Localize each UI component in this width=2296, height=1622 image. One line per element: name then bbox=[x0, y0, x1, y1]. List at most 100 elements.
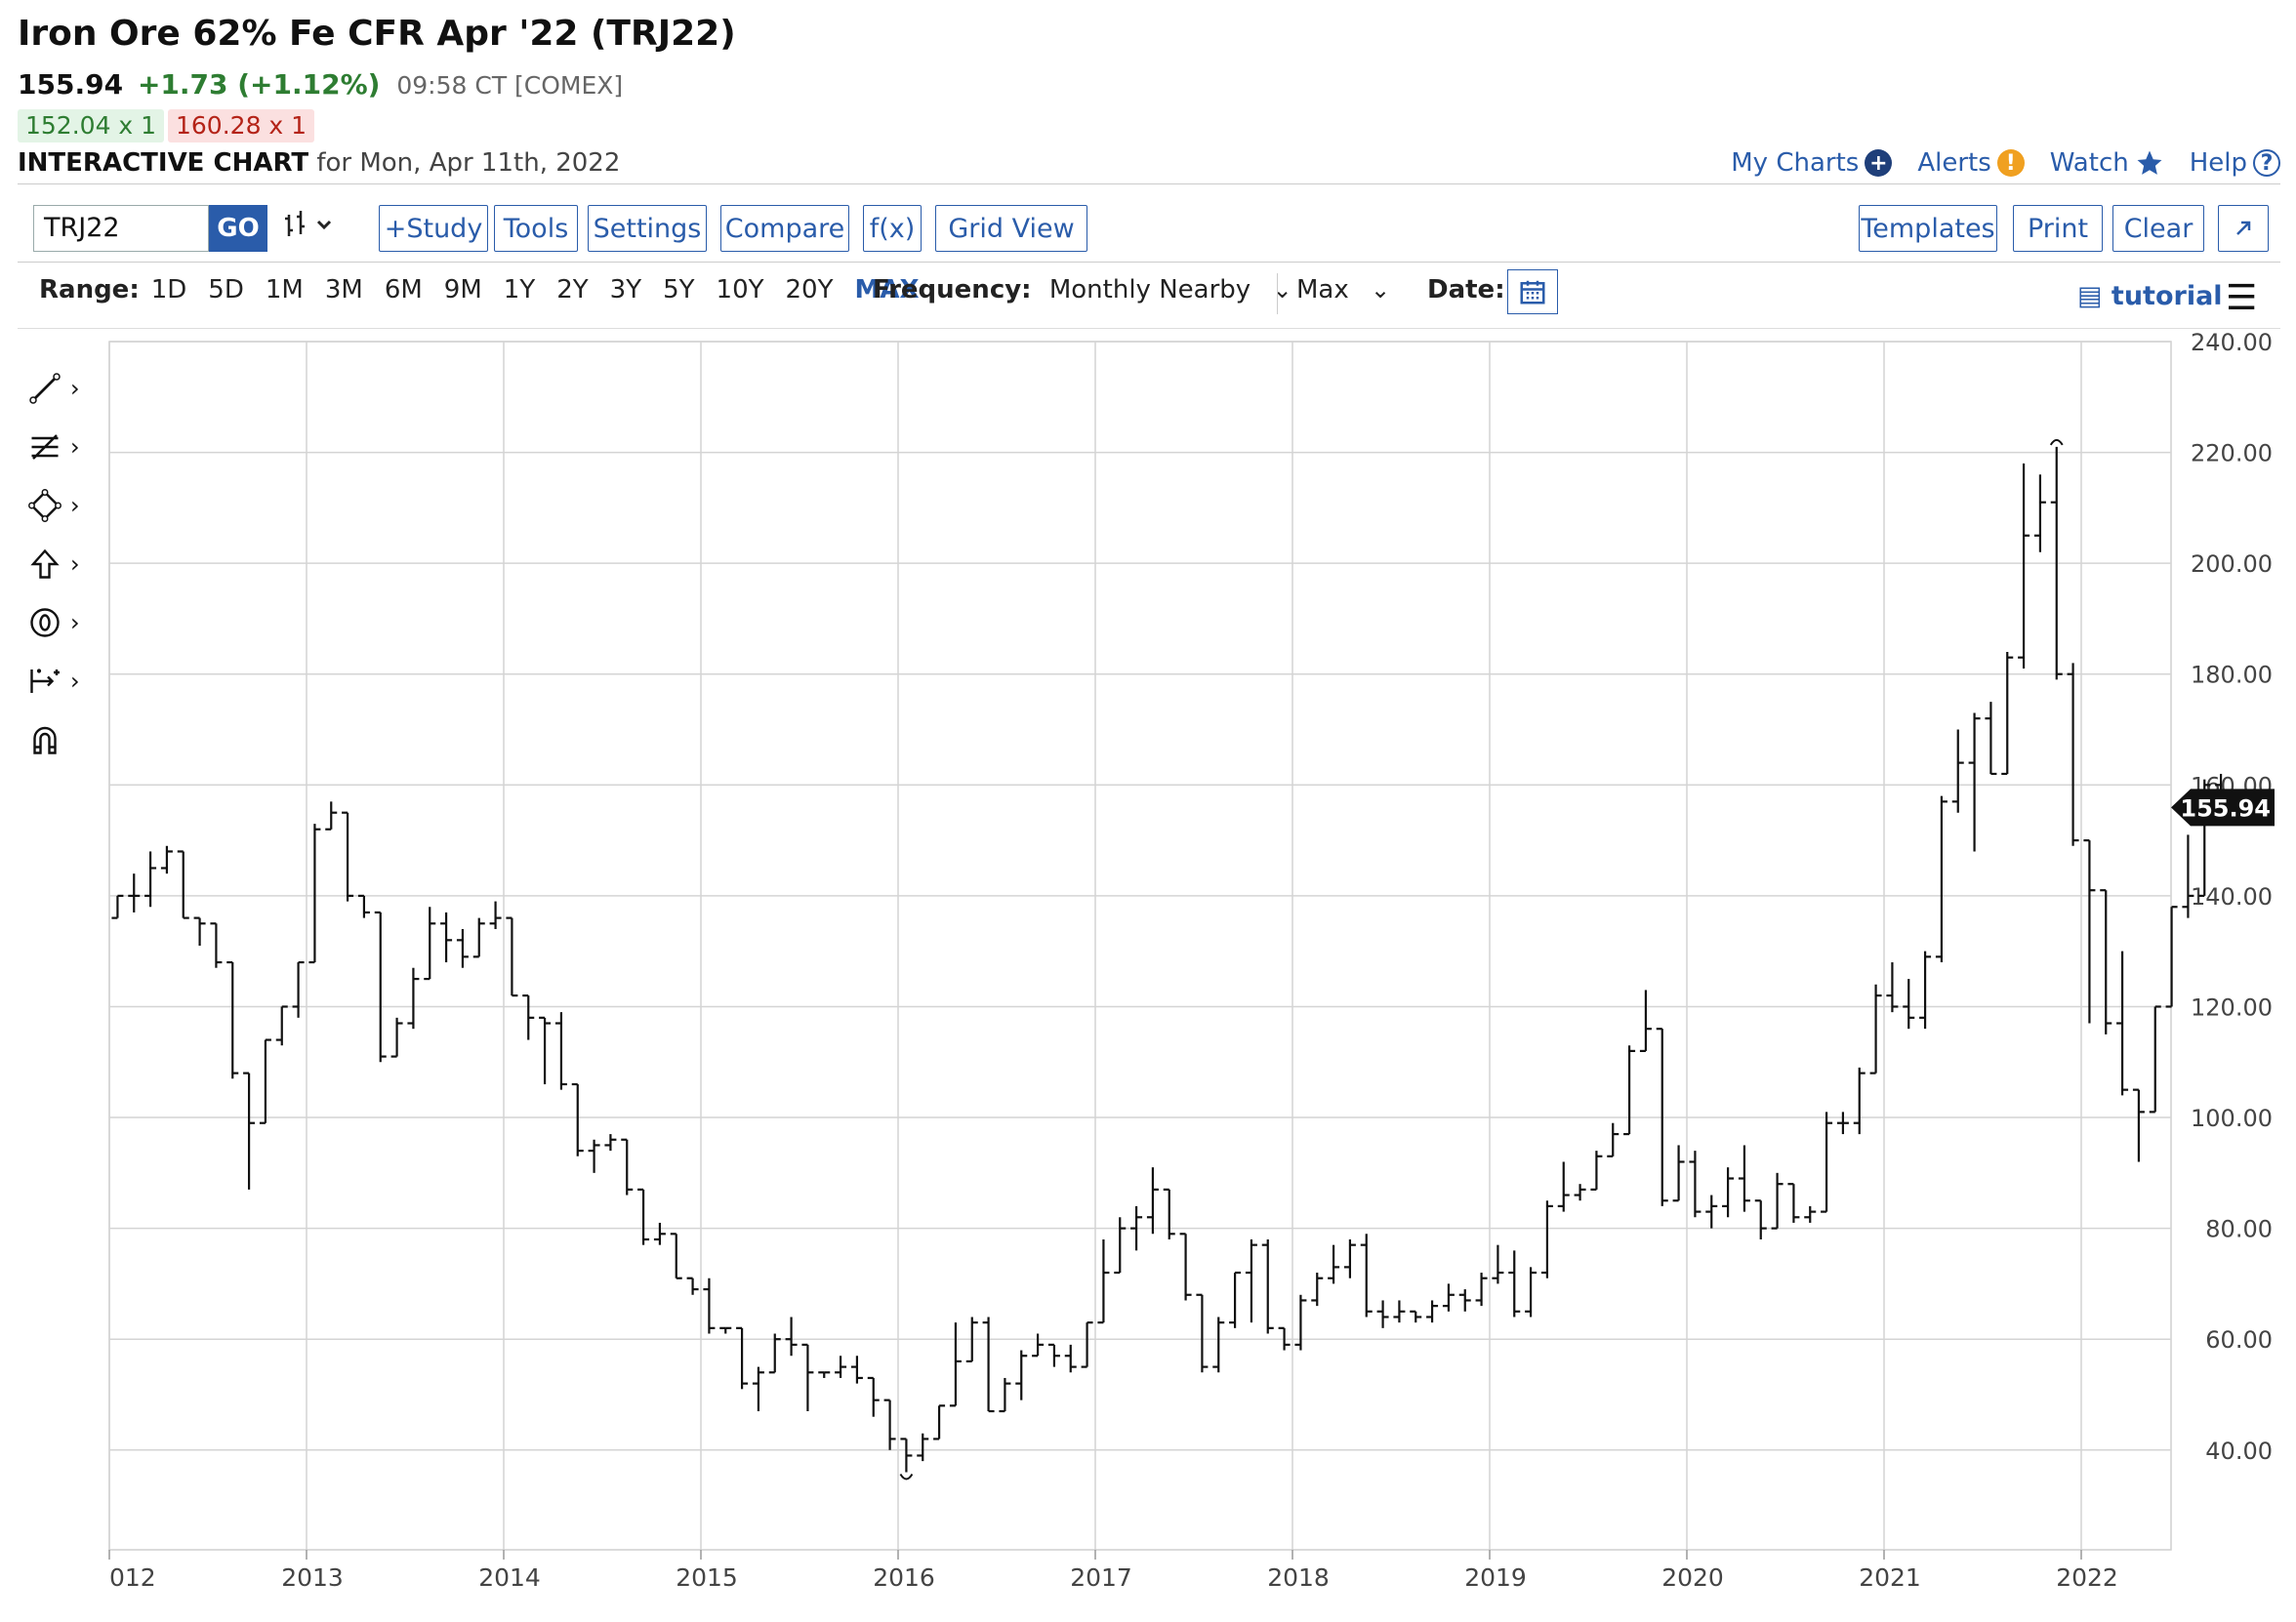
tools-button[interactable]: Tools bbox=[494, 205, 578, 252]
range-divider bbox=[1277, 273, 1278, 314]
y-tick-label: 180.00 bbox=[2191, 662, 2273, 689]
watch-label: Watch bbox=[2049, 148, 2129, 178]
range-option[interactable]: 1M bbox=[265, 275, 304, 304]
x-tick-label: 2014 bbox=[478, 1563, 541, 1592]
chevron-right-icon: › bbox=[70, 668, 80, 695]
period-selector[interactable]: Max ⌄ bbox=[1296, 275, 1390, 304]
range-divider-line bbox=[18, 328, 2280, 329]
x-tick-label: 2020 bbox=[1661, 1563, 1724, 1592]
expand-button[interactable] bbox=[2218, 205, 2269, 252]
templates-button[interactable]: Templates bbox=[1859, 205, 1997, 252]
ask-badge: 160.28 x 1 bbox=[168, 109, 315, 142]
range-option[interactable]: 3Y bbox=[609, 275, 642, 304]
alerts-label: Alerts bbox=[1917, 148, 1991, 178]
last-price-label: 155.94 bbox=[2180, 794, 2271, 822]
y-tick-label: 240.00 bbox=[2191, 329, 2273, 356]
settings-button[interactable]: Settings bbox=[588, 205, 707, 252]
hamburger-menu-icon[interactable]: ☰ bbox=[2226, 278, 2258, 318]
calendar-button[interactable] bbox=[1507, 269, 1558, 314]
go-button[interactable]: GO bbox=[209, 205, 267, 252]
magnet-icon bbox=[33, 726, 57, 754]
tutorial-link[interactable]: ▤ tutorial bbox=[2077, 281, 2223, 311]
plot-frame bbox=[108, 341, 2172, 1551]
calendar-icon bbox=[1520, 280, 1545, 304]
chevron-down-icon: ⌄ bbox=[1371, 276, 1391, 304]
alerts-link[interactable]: Alerts ! bbox=[1917, 148, 2025, 178]
x-tick-label: 2022 bbox=[2056, 1563, 2118, 1592]
fx-button[interactable]: f(x) bbox=[863, 205, 922, 252]
interactive-chart-date: for Mon, Apr 11th, 2022 bbox=[316, 148, 621, 178]
question-icon: ? bbox=[2253, 149, 2280, 177]
measure-tool[interactable]: › bbox=[27, 660, 96, 703]
range-option[interactable]: 10Y bbox=[716, 275, 764, 304]
clear-button[interactable]: Clear bbox=[2112, 205, 2204, 252]
range-option[interactable]: 9M bbox=[443, 275, 482, 304]
magnet-tool[interactable] bbox=[27, 718, 96, 761]
y-tick-label: 220.00 bbox=[2191, 440, 2273, 467]
range-option[interactable]: 5D bbox=[208, 275, 244, 304]
range-option[interactable]: 5Y bbox=[663, 275, 695, 304]
page-title: Iron Ore 62% Fe CFR Apr '22 (TRJ22) bbox=[18, 14, 736, 54]
help-link[interactable]: Help ? bbox=[2190, 148, 2280, 178]
alert-icon: ! bbox=[1996, 149, 2025, 177]
film-icon: ▤ bbox=[2077, 281, 2103, 311]
study-button[interactable]: +Study bbox=[379, 205, 488, 252]
price-change: +1.73 (+1.12%) bbox=[137, 68, 381, 101]
range-option[interactable]: 3M bbox=[324, 275, 363, 304]
star-icon bbox=[2137, 150, 2162, 175]
chevron-right-icon: › bbox=[70, 550, 80, 578]
interactive-chart-label: INTERACTIVE CHART bbox=[18, 148, 309, 178]
fib-tool-icon bbox=[31, 434, 59, 460]
grid-view-button[interactable]: Grid View bbox=[935, 205, 1087, 252]
print-button[interactable]: Print bbox=[2013, 205, 2103, 252]
shape-tool[interactable]: › bbox=[27, 484, 96, 527]
range-option[interactable]: 20Y bbox=[785, 275, 834, 304]
chevron-right-icon: › bbox=[70, 492, 80, 519]
x-tick-label: 2021 bbox=[1859, 1563, 1921, 1592]
header-divider bbox=[18, 183, 2280, 184]
help-label: Help bbox=[2189, 148, 2247, 178]
line-tool[interactable]: › bbox=[27, 367, 96, 410]
frequency-selector[interactable]: Frequency: Monthly Nearby ⌄ bbox=[873, 275, 1292, 304]
last-price-tag bbox=[2171, 789, 2275, 827]
measure-tool-icon bbox=[30, 669, 60, 693]
range-label: Range: bbox=[39, 275, 140, 304]
symbol-input[interactable]: TRJ22 bbox=[33, 205, 209, 252]
counter-tool-icon bbox=[30, 608, 60, 637]
watch-link[interactable]: Watch bbox=[2050, 148, 2164, 178]
range-option[interactable]: 1Y bbox=[503, 275, 536, 304]
chevron-right-icon: › bbox=[70, 375, 80, 402]
y-tick-label: 60.00 bbox=[2205, 1326, 2273, 1354]
x-tick-label: 2018 bbox=[1267, 1563, 1330, 1592]
chevron-right-icon: › bbox=[70, 433, 80, 461]
range-option[interactable]: 2Y bbox=[556, 275, 589, 304]
range-option[interactable]: 6M bbox=[384, 275, 423, 304]
fib-tool[interactable]: › bbox=[27, 426, 96, 468]
range-option-selected[interactable]: MAX bbox=[854, 275, 920, 304]
quote-line: 155.94 +1.73 (+1.12%) 09:58 CT [COMEX] bbox=[18, 68, 623, 101]
quote-time: 09:58 CT [COMEX] bbox=[396, 71, 624, 100]
toolbar-divider bbox=[18, 262, 2280, 263]
my-charts-link[interactable]: My Charts + bbox=[1731, 148, 1893, 178]
high-marker bbox=[2049, 438, 2064, 446]
y-tick-label: 80.00 bbox=[2205, 1216, 2273, 1243]
counter-tool[interactable]: › bbox=[27, 601, 96, 644]
compare-button[interactable]: Compare bbox=[720, 205, 849, 252]
line-tool-icon bbox=[29, 373, 61, 404]
y-tick-label: 40.00 bbox=[2205, 1438, 2273, 1465]
x-tick-label: 2013 bbox=[281, 1563, 344, 1592]
chevron-right-icon: › bbox=[70, 609, 80, 636]
frequency-value: Monthly Nearby bbox=[1048, 275, 1251, 304]
expand-icon bbox=[2236, 221, 2251, 235]
arrow-tool[interactable]: › bbox=[27, 543, 96, 586]
range-bar: Range: 1D 5D 1M 3M 6M 9M 1Y 2Y 3Y 5Y 10Y… bbox=[39, 275, 941, 304]
chart-type-selector[interactable] bbox=[283, 209, 342, 249]
range-option[interactable]: 1D bbox=[150, 275, 187, 304]
x-tick-label: 2016 bbox=[873, 1563, 935, 1592]
x-tick-label: 2017 bbox=[1070, 1563, 1132, 1592]
last-price: 155.94 bbox=[18, 68, 124, 101]
y-tick-label: 100.00 bbox=[2191, 1105, 2273, 1132]
shape-tool-icon bbox=[28, 489, 62, 522]
my-charts-label: My Charts bbox=[1731, 148, 1860, 178]
